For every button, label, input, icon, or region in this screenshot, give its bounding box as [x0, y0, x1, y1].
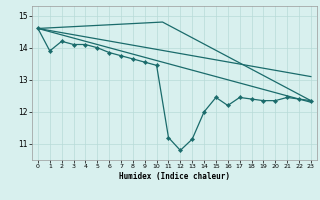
X-axis label: Humidex (Indice chaleur): Humidex (Indice chaleur) — [119, 172, 230, 181]
